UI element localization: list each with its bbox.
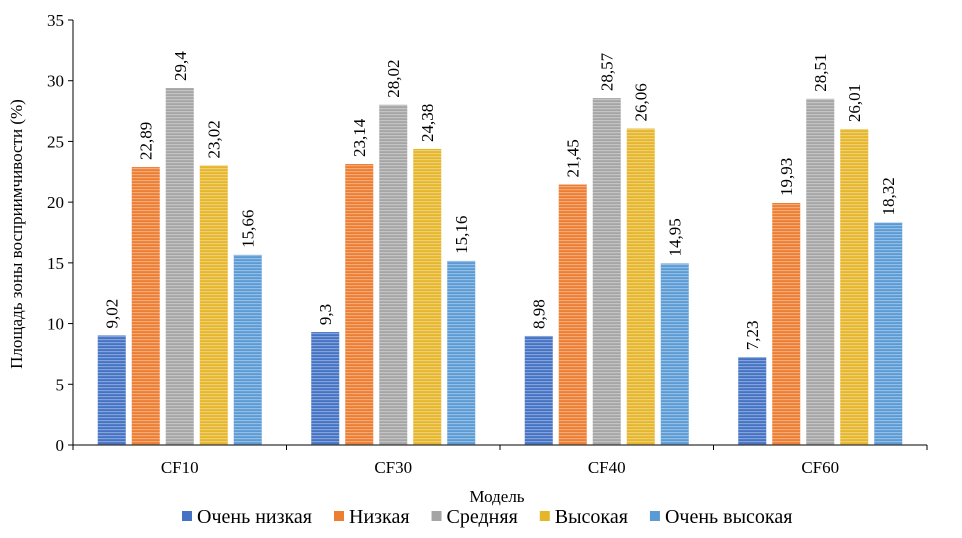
bar-texture bbox=[558, 184, 587, 446]
x-tick-label: CF40 bbox=[588, 458, 626, 477]
legend-swatch bbox=[334, 511, 344, 521]
bar-texture bbox=[413, 148, 442, 445]
data-label: 18,32 bbox=[879, 177, 898, 215]
y-tick-label: 20 bbox=[47, 193, 64, 212]
data-label: 23,02 bbox=[205, 120, 224, 158]
legend-swatch bbox=[182, 511, 192, 521]
legend-label: Средняя bbox=[447, 506, 518, 528]
data-label: 14,95 bbox=[666, 218, 685, 256]
data-label: 28,02 bbox=[384, 60, 403, 98]
data-label: 21,45 bbox=[564, 139, 583, 177]
legend-label: Высокая bbox=[555, 506, 628, 528]
data-label: 23,14 bbox=[350, 118, 369, 157]
bar-texture bbox=[97, 335, 126, 445]
legend-label: Очень высокая bbox=[665, 506, 792, 528]
data-label: 29,4 bbox=[171, 51, 190, 81]
x-tick-label: CF30 bbox=[374, 458, 412, 477]
legend: Очень низкая Низкая Средняя Высокая Очень вы… bbox=[182, 506, 792, 528]
legend-swatch bbox=[539, 511, 550, 521]
bar-texture bbox=[738, 357, 767, 445]
bar-texture bbox=[131, 167, 160, 446]
bar-texture bbox=[233, 254, 262, 445]
bar-texture bbox=[379, 104, 408, 445]
bar-texture bbox=[199, 165, 228, 445]
data-label: 7,23 bbox=[743, 320, 762, 350]
data-label: 24,38 bbox=[418, 104, 437, 142]
data-label: 9,3 bbox=[316, 304, 335, 325]
y-tick-label: 0 bbox=[56, 436, 65, 455]
y-axis-label: Площадь зоны восприимчивости (%) bbox=[7, 99, 26, 369]
y-tick-label: 15 bbox=[47, 254, 64, 273]
bar-texture bbox=[311, 332, 340, 445]
bar-texture bbox=[165, 88, 194, 445]
data-label: 19,93 bbox=[777, 158, 796, 196]
y-tick-label: 35 bbox=[47, 11, 64, 30]
bars-layer bbox=[97, 88, 903, 446]
bar-texture bbox=[660, 263, 689, 445]
bar-texture bbox=[772, 202, 801, 445]
data-label: 22,89 bbox=[137, 122, 156, 160]
y-tick-label: 25 bbox=[47, 132, 64, 151]
bar-texture bbox=[840, 129, 869, 445]
legend-label: Очень низкая bbox=[197, 506, 312, 528]
axes-layer: 0 5 10 15 20 25 30 35 CF10 CF30 CF40 CF60 bbox=[47, 11, 928, 477]
legend-swatch bbox=[431, 511, 442, 521]
bar-texture bbox=[345, 164, 374, 445]
bar-texture bbox=[806, 98, 835, 446]
x-axis-label: Модель bbox=[469, 487, 524, 506]
bar-texture bbox=[447, 260, 476, 445]
data-label: 26,06 bbox=[632, 83, 651, 121]
x-tick-label: CF10 bbox=[161, 458, 199, 477]
data-label: 28,57 bbox=[598, 52, 617, 91]
data-label: 26,01 bbox=[845, 84, 864, 122]
data-label: 15,66 bbox=[239, 210, 258, 248]
data-label: 8,98 bbox=[530, 299, 549, 329]
x-tick-label: CF60 bbox=[801, 458, 839, 477]
data-label: 9,02 bbox=[103, 299, 122, 329]
legend-swatch bbox=[649, 511, 660, 521]
data-label: 15,16 bbox=[452, 216, 471, 254]
y-tick-label: 10 bbox=[47, 315, 64, 334]
y-tick-label: 5 bbox=[56, 375, 65, 394]
bar-texture bbox=[626, 128, 655, 446]
bar-texture bbox=[524, 335, 553, 445]
legend-label: Низкая bbox=[349, 506, 410, 528]
bar-texture bbox=[592, 98, 621, 445]
data-label: 28,51 bbox=[811, 54, 830, 92]
bar-texture bbox=[874, 222, 903, 445]
y-tick-label: 30 bbox=[47, 72, 64, 91]
data-labels-layer: 9,02 22,89 29,4 23,02 15,66 9,3 23,14 28,02 24,3… bbox=[103, 51, 899, 350]
